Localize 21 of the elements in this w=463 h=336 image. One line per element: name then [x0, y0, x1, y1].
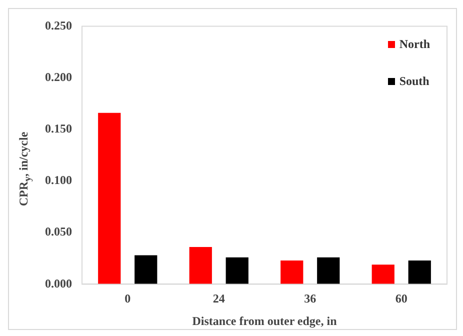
y-tick-label: 0.050 [45, 224, 72, 239]
bar [372, 264, 394, 284]
bar [408, 260, 431, 284]
bar [317, 257, 340, 284]
y-tick-label: 0.150 [45, 121, 72, 136]
bar [98, 112, 121, 284]
bar [226, 257, 248, 284]
y-tick-label: 0.250 [45, 18, 72, 32]
x-tick-label: 36 [304, 291, 316, 306]
x-axis-title: Distance from outer edge, in [192, 314, 338, 328]
x-tick-label: 60 [395, 291, 408, 306]
x-tick-label: 24 [212, 291, 225, 306]
legend-label: South [399, 74, 430, 89]
bar [280, 260, 304, 284]
y-tick-label: 0.200 [45, 70, 72, 84]
y-tick-label: 0.100 [45, 173, 72, 188]
bar [189, 247, 212, 284]
x-tick-label: 0 [124, 291, 131, 306]
bar [134, 255, 158, 284]
legend-label: North [399, 37, 430, 52]
y-tick-label: 0.000 [45, 276, 72, 290]
